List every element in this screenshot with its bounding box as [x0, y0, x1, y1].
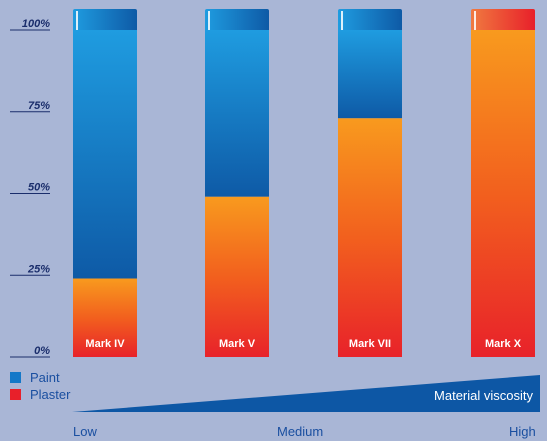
- bar-cap-highlight-mark-iv: [76, 11, 78, 30]
- bar-label-mark-x: Mark X: [485, 338, 522, 350]
- viscosity-wedge: [72, 375, 540, 412]
- bar-paint-mark-v: [205, 30, 269, 197]
- bar-plaster-mark-iv: [73, 278, 137, 357]
- plaster-swatch: [10, 389, 21, 400]
- bar-plaster-mark-x: [471, 30, 535, 357]
- bar-cap-mark-x: [471, 9, 535, 32]
- viscosity-label: Material viscosity: [434, 388, 533, 403]
- tick-label-0pct: 0%: [34, 345, 50, 357]
- bar-cap-highlight-mark-x: [474, 11, 476, 30]
- viscosity-high-label: High: [509, 424, 536, 439]
- viscosity-medium-label: Medium: [277, 424, 324, 439]
- bar-cap-mark-v: [205, 9, 269, 32]
- legend-label-plaster: Plaster: [30, 387, 71, 402]
- legend-item-paint: Paint: [10, 369, 70, 386]
- bar-plaster-mark-vii: [338, 118, 402, 357]
- bar-cap-highlight-mark-vii: [341, 11, 343, 30]
- bar-plaster-mark-v: [205, 196, 269, 357]
- viscosity-low-label: Low: [73, 424, 97, 439]
- bar-cap-mark-iv: [73, 9, 137, 32]
- paint-swatch: [10, 372, 21, 383]
- tick-label-25pct: 25%: [27, 263, 50, 275]
- bar-paint-mark-vii: [338, 30, 402, 119]
- tick-label-100pct: 100%: [22, 18, 50, 30]
- bar-label-mark-vii: Mark VII: [349, 338, 391, 350]
- bar-label-mark-iv: Mark IV: [85, 338, 125, 350]
- bar-cap-mark-vii: [338, 9, 402, 32]
- legend: Paint Plaster: [10, 369, 70, 403]
- legend-label-paint: Paint: [30, 370, 60, 385]
- legend-item-plaster: Plaster: [10, 386, 70, 403]
- bar-paint-mark-iv: [73, 30, 137, 279]
- bar-cap-highlight-mark-v: [208, 11, 210, 30]
- tick-label-75pct: 75%: [28, 100, 50, 112]
- tick-label-50pct: 50%: [28, 182, 50, 194]
- bar-label-mark-v: Mark V: [219, 338, 256, 350]
